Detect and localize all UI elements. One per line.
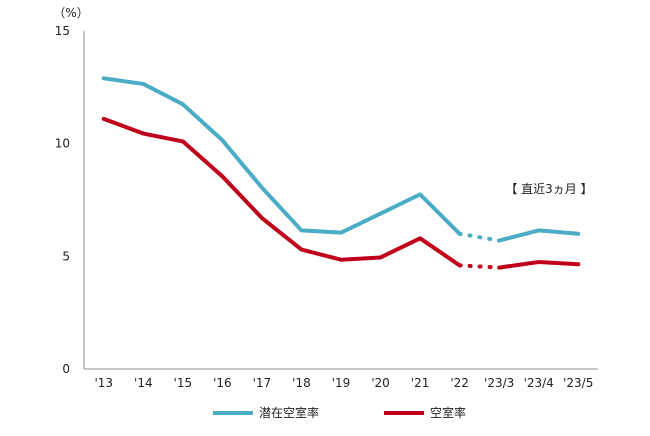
x-axis-ticks: '13 '14 '15 '16 '17 '18 '19 '20 '21 '22 '23/3 '23/4…: [94, 376, 593, 390]
recent-months-annotation: 【 直近3ヵ月 】: [505, 182, 592, 196]
x-tick-label: '18: [292, 376, 311, 390]
x-tick-label: '23/4: [524, 376, 554, 390]
x-tick-label: '19: [332, 376, 351, 390]
series-0-line-monthly: [497, 228, 581, 243]
x-tick-label: '20: [371, 376, 390, 390]
y-tick-label: 15: [55, 24, 70, 38]
series-1-line-dotted-gap: [457, 263, 502, 270]
chart-axes: [83, 31, 598, 370]
x-tick-label: '23/3: [484, 376, 514, 390]
legend-label-0: 潜在空室率: [259, 405, 319, 420]
y-tick-label: 5: [62, 249, 70, 263]
series-1-line-annual: [101, 116, 462, 268]
y-axis-ticks: 0 5 10 15: [55, 24, 70, 376]
series-0-line-dotted-gap: [457, 231, 502, 243]
x-tick-label: '17: [253, 376, 272, 390]
series-lines: [101, 76, 581, 270]
y-axis-unit-label: （%）: [53, 6, 88, 20]
y-tick-label: 10: [55, 137, 70, 151]
x-tick-label: '13: [94, 376, 113, 390]
x-tick-label: '15: [174, 376, 193, 390]
x-tick-label: '16: [213, 376, 232, 390]
x-tick-label: '14: [134, 376, 153, 390]
legend-label-1: 空室率: [430, 405, 466, 420]
x-tick-label: '23/5: [563, 376, 593, 390]
x-tick-label: '21: [411, 376, 430, 390]
x-tick-label: '22: [450, 376, 469, 390]
series-0-line-annual: [101, 76, 462, 236]
y-tick-label: 0: [62, 362, 70, 376]
series-1-line-monthly: [497, 259, 581, 270]
chart-legend: 潜在空室率 空室率: [213, 405, 466, 420]
